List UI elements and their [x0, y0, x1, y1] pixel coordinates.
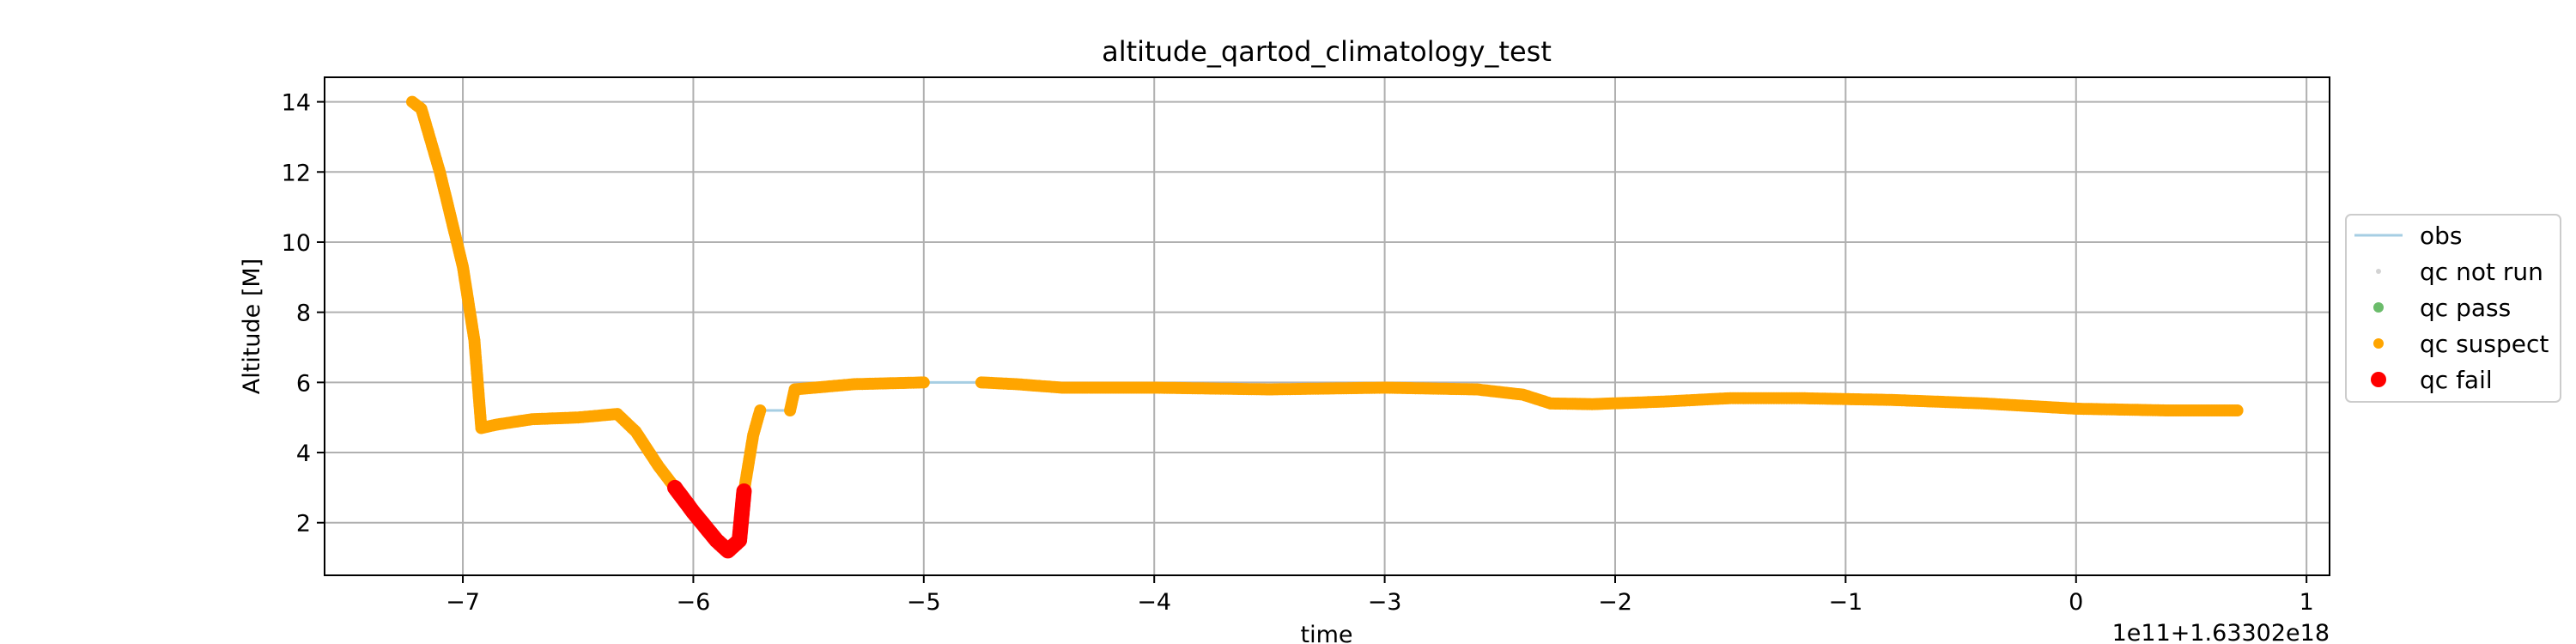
plot-frame	[324, 76, 2330, 576]
qc-suspect-marker	[754, 404, 767, 416]
legend-label-qc-fail: qc fail	[2420, 366, 2493, 394]
x-tick-label: −2	[1598, 589, 1632, 616]
legend-marker-qc-not-run	[2376, 269, 2381, 274]
x-tick-label: 1	[2300, 589, 2314, 616]
chart-title: altitude_qartod_climatology_test	[1102, 35, 1552, 68]
x-tick-label: −7	[446, 589, 480, 616]
legend-label-qc-suspect: qc suspect	[2420, 330, 2549, 358]
x-tick-label: −4	[1137, 589, 1171, 616]
x-tick-label: −5	[907, 589, 941, 616]
y-tick-label: 4	[296, 440, 311, 467]
grid	[325, 77, 2330, 575]
plot-background	[325, 77, 2330, 575]
legend: obs qc not run qc pass qc suspect qc fail	[2345, 214, 2561, 403]
legend-marker-qc-suspect	[2373, 338, 2384, 349]
x-tick-label: −3	[1368, 589, 1402, 616]
qc-suspect-marker	[2231, 404, 2244, 416]
marker-layer	[406, 95, 2244, 559]
x-tick-label: 0	[2069, 589, 2083, 616]
y-tick-label: 14	[282, 90, 311, 117]
legend-label-qc-pass: qc pass	[2420, 294, 2511, 322]
y-tick-label: 8	[296, 301, 311, 327]
x-tick-label: −1	[1828, 589, 1862, 616]
legend-label-obs: obs	[2420, 222, 2463, 250]
y-tick-label: 12	[282, 160, 311, 186]
x-tick-label: −6	[677, 589, 711, 616]
legend-box	[2345, 214, 2561, 403]
y-tick-label: 6	[296, 370, 311, 397]
qc-suspect-marker	[917, 376, 930, 389]
x-axis-label: time	[1300, 622, 1352, 644]
legend-marker-qc-fail	[2371, 372, 2386, 387]
legend-label-qc-not-run: qc not run	[2420, 258, 2543, 286]
y-tick-label: 10	[282, 230, 311, 257]
y-tick-label: 2	[296, 511, 311, 538]
qc-fail-marker	[736, 483, 752, 499]
legend-marker-qc-pass	[2373, 302, 2384, 313]
x-axis-offset-label: 1e11+1.63302e18	[2112, 620, 2330, 644]
y-axis-label: Altitude [M]	[239, 258, 265, 394]
